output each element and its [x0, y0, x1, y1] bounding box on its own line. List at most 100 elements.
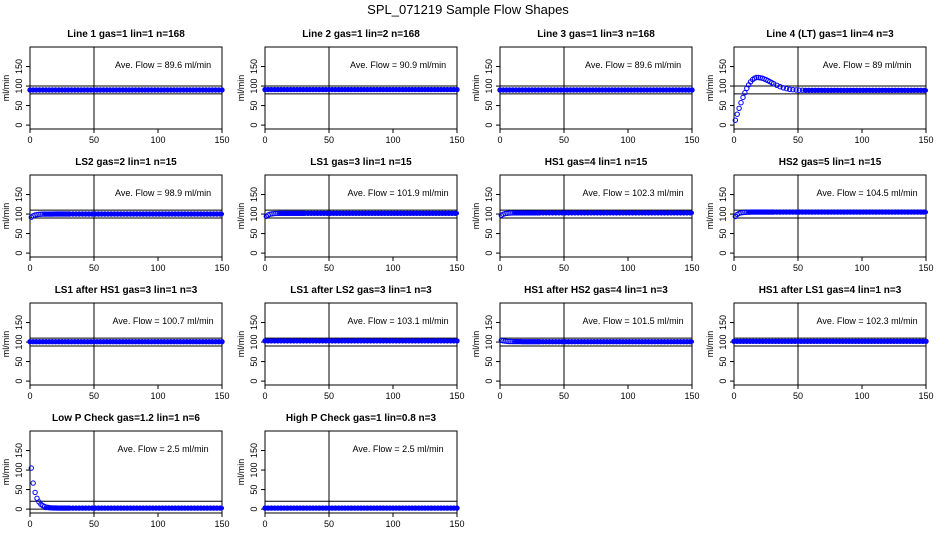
x-tick-label: 150	[918, 391, 933, 401]
chart-title: HS1 after LS1 gas=4 lin=1 n=3	[759, 285, 902, 296]
y-tick-label: 150	[484, 315, 494, 330]
x-tick-label: 100	[854, 263, 869, 273]
y-tick-label: 100	[249, 463, 259, 478]
y-tick-label: 50	[484, 229, 494, 239]
x-tick-label: 50	[559, 391, 569, 401]
y-tick-label: 0	[484, 251, 494, 256]
y-tick-label: 100	[718, 207, 728, 222]
chart-panel-5: LS2 gas=2 lin=1 n=150 50 100 150050100150ml…	[1, 157, 230, 273]
x-tick-label: 0	[262, 263, 267, 273]
x-tick-label: 150	[214, 135, 229, 145]
y-tick-label: 50	[718, 101, 728, 111]
x-tick-label: 150	[214, 519, 229, 529]
ave-flow-annotation: Ave. Flow = 98.9 ml/min	[115, 188, 211, 198]
x-tick-label: 0	[27, 519, 32, 529]
y-tick-label: 150	[249, 187, 259, 202]
y-tick-label: 0	[14, 123, 24, 128]
y-axis-label: ml/min	[236, 203, 246, 230]
chart-title: HS1 gas=4 lin=1 n=15	[545, 157, 648, 168]
chart-panel-13: Low P Check gas=1.2 lin=1 n=6 0 50 100 150 0 5…	[1, 413, 230, 529]
data-point	[740, 209, 746, 216]
plot-frame	[733, 174, 927, 258]
x-tick-label: 50	[793, 391, 803, 401]
data-point	[740, 94, 746, 101]
y-tick-label: 100	[484, 207, 494, 222]
data-point	[732, 117, 738, 123]
chart-panel-14: High P Check gas=1 lin=0.8 n=3 0 50 100 150 0…	[236, 413, 465, 529]
data-point	[780, 85, 786, 91]
x-tick-label: 50	[324, 263, 334, 273]
x-tick-label: 100	[385, 135, 400, 145]
x-tick-label: 150	[684, 263, 699, 273]
plot-frame	[29, 430, 223, 514]
x-tick-label: 0	[497, 263, 502, 273]
data-point	[790, 87, 796, 93]
chart-panel-2: Line 2 gas=1 lin=2 n=168 0 50 100 150 0 50 100 1…	[236, 29, 465, 145]
x-tick-label: 150	[918, 135, 933, 145]
y-tick-label: 150	[249, 59, 259, 74]
y-tick-label: 150	[718, 315, 728, 330]
y-tick-label: 150	[14, 59, 24, 74]
ave-flow-annotation: Ave. Flow = 2.5 ml/min	[118, 444, 209, 454]
y-tick-label: 50	[249, 357, 259, 367]
y-tick-label: 150	[484, 187, 494, 202]
y-tick-label: 0	[14, 379, 24, 384]
chart-title: High P Check gas=1 lin=0.8 n=3	[286, 413, 437, 424]
y-tick-label: 50	[484, 357, 494, 367]
y-tick-label: 0	[249, 379, 259, 384]
ave-flow-annotation: Ave. Flow = 90.9 ml/min	[350, 60, 446, 70]
data-point	[742, 90, 748, 96]
x-tick-label: 100	[150, 263, 165, 273]
x-tick-label: 100	[385, 519, 400, 529]
x-tick-label: 100	[620, 263, 635, 273]
x-tick-label: 50	[324, 391, 334, 401]
x-tick-label: 150	[918, 263, 933, 273]
x-tick-label: 100	[620, 391, 635, 401]
figure-title: SPL_071219 Sample Flow Shapes	[367, 2, 569, 17]
y-tick-label: 150	[14, 187, 24, 202]
data-point	[271, 210, 277, 217]
data-point	[742, 209, 748, 216]
ave-flow-annotation: Ave. Flow = 101.9 ml/min	[348, 188, 449, 198]
chart-title: LS1 after HS1 gas=3 lin=1 n=3	[55, 285, 198, 296]
y-tick-label: 0	[14, 251, 24, 256]
y-axis-label: ml/min	[1, 75, 11, 102]
x-tick-label: 150	[449, 519, 464, 529]
chart-panel-7: HS1 gas=4 lin=1 n=150 50 100 150050100150ml…	[471, 157, 700, 273]
x-tick-label: 0	[27, 135, 32, 145]
data-point	[36, 211, 42, 218]
chart-panel-9: LS1 after HS1 gas=3 lin=1 n=3 0 50 100 150 0 5…	[1, 285, 230, 401]
x-tick-label: 0	[262, 391, 267, 401]
y-tick-label: 100	[249, 335, 259, 350]
x-tick-label: 100	[150, 519, 165, 529]
y-axis-label: ml/min	[236, 331, 246, 358]
y-tick-label: 50	[484, 101, 494, 111]
y-tick-label: 0	[249, 123, 259, 128]
y-tick-label: 0	[484, 379, 494, 384]
plot-frame	[733, 302, 927, 386]
y-axis-label: ml/min	[705, 331, 715, 358]
plot-frame	[499, 174, 693, 258]
data-point	[793, 87, 799, 93]
chart-title: Line 3 gas=1 lin=3 n=168	[537, 29, 655, 40]
ave-flow-annotation: Ave. Flow = 103.1 ml/min	[348, 316, 449, 326]
x-tick-label: 0	[262, 135, 267, 145]
data-point	[736, 105, 742, 112]
x-tick-label: 150	[449, 391, 464, 401]
y-tick-label: 50	[14, 229, 24, 239]
chart-title: HS2 gas=5 lin=1 n=15	[779, 157, 882, 168]
plot-frame	[499, 302, 693, 386]
y-tick-label: 150	[249, 443, 259, 458]
data-point	[32, 489, 38, 496]
x-tick-label: 50	[559, 135, 569, 145]
y-tick-label: 0	[718, 123, 728, 128]
chart-panel-8: HS2 gas=5 lin=1 n=150 50 100 150050100150ml…	[705, 157, 934, 273]
y-tick-label: 100	[484, 79, 494, 94]
x-tick-label: 50	[89, 263, 99, 273]
x-tick-label: 50	[89, 391, 99, 401]
y-tick-label: 50	[249, 485, 259, 495]
ave-flow-annotation: Ave. Flow = 89.6 ml/min	[585, 60, 681, 70]
y-tick-label: 150	[14, 443, 24, 458]
x-tick-label: 0	[731, 135, 736, 145]
